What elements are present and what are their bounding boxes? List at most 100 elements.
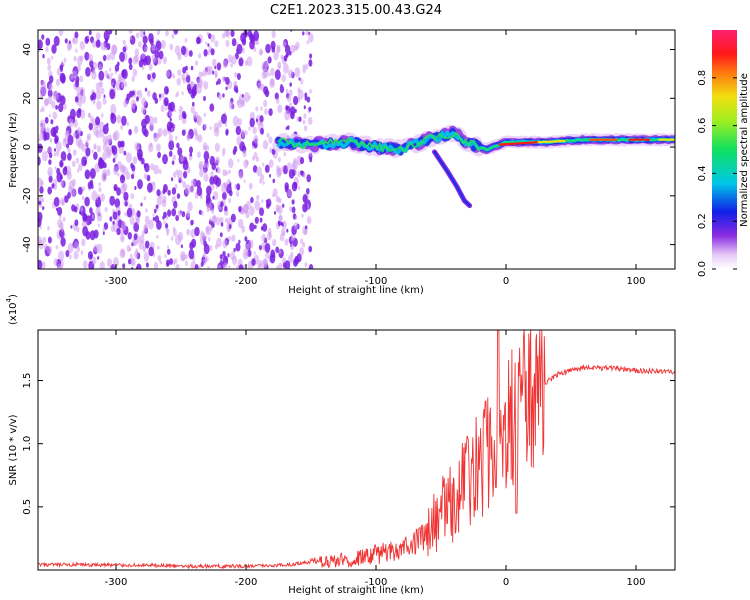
noise-blob — [41, 34, 45, 40]
noise-blob — [102, 174, 107, 182]
noise-blob — [165, 30, 169, 37]
noise-blob — [112, 158, 116, 163]
noise-blob — [109, 195, 116, 206]
noise-blob — [132, 68, 138, 77]
noise-blob — [159, 260, 162, 265]
noise-blob — [264, 108, 268, 115]
noise-blob — [77, 168, 80, 173]
noise-blob — [198, 53, 202, 59]
noise-blob — [261, 199, 264, 204]
noise-blob — [93, 151, 98, 160]
noise-blob — [278, 262, 283, 269]
noise-blob — [291, 181, 298, 192]
noise-blob — [53, 130, 57, 136]
noise-blob — [91, 256, 97, 265]
noise-blob — [243, 159, 249, 169]
noise-blob — [74, 31, 79, 39]
noise-blob — [71, 37, 76, 44]
noise-blob — [277, 104, 283, 113]
noise-blob — [291, 206, 296, 214]
noise-blob — [203, 123, 208, 130]
noise-blob — [198, 160, 204, 170]
noise-blob — [38, 143, 43, 153]
noise-blob — [248, 182, 253, 190]
noise-blob — [203, 173, 209, 182]
noise-blob — [89, 220, 92, 225]
noise-blob — [268, 108, 273, 116]
noise-blob — [45, 132, 50, 141]
signal-tail-core — [433, 150, 471, 207]
noise-blob — [217, 120, 223, 128]
noise-blob — [79, 210, 82, 215]
noise-blob — [186, 210, 191, 218]
noise-blob — [211, 208, 215, 214]
noise-blob — [102, 54, 107, 62]
noise-blob — [219, 253, 223, 260]
noise-blob — [123, 99, 128, 108]
noise-blob — [204, 235, 208, 240]
noise-blob — [162, 189, 166, 195]
snr-multiplier: (x104) — [5, 294, 19, 325]
noise-blob — [122, 77, 126, 83]
noise-blob — [271, 30, 276, 39]
noise-blob — [110, 72, 113, 77]
noise-blob — [68, 40, 71, 44]
noise-blob — [69, 108, 76, 120]
noise-blob — [231, 234, 236, 242]
noise-blob — [185, 254, 188, 260]
noise-blob — [290, 251, 294, 257]
noise-blob — [283, 55, 288, 62]
noise-blob — [302, 203, 308, 213]
noise-blob — [132, 170, 135, 175]
noise-blob — [117, 140, 122, 148]
noise-blob — [202, 258, 206, 263]
noise-blob — [278, 248, 282, 255]
noise-blob — [301, 213, 304, 218]
noise-blob — [126, 207, 133, 218]
noise-blob — [143, 173, 148, 180]
noise-blob — [162, 56, 167, 65]
noise-blob — [157, 151, 162, 159]
noise-blob — [306, 216, 312, 225]
noise-blob — [55, 141, 62, 152]
noise-blob — [277, 220, 280, 225]
noise-blob — [224, 217, 228, 223]
noise-blob — [123, 191, 129, 201]
noise-blob — [112, 211, 118, 220]
noise-blob — [260, 226, 264, 231]
noise-blob — [175, 263, 180, 269]
noise-blob — [122, 46, 127, 53]
noise-blob — [102, 142, 109, 153]
noise-blob — [238, 57, 244, 67]
noise-blob — [305, 63, 309, 70]
noise-blob — [262, 140, 269, 150]
noise-blob — [302, 64, 306, 70]
noise-blob — [91, 149, 94, 154]
noise-blob — [116, 227, 121, 236]
noise-blob — [283, 152, 287, 157]
noise-blob — [233, 247, 236, 253]
noise-blob — [281, 228, 286, 236]
noise-blob — [207, 43, 210, 47]
noise-blob — [67, 243, 74, 254]
noise-blob — [76, 246, 81, 253]
noise-blob — [294, 170, 297, 175]
noise-blob — [200, 261, 204, 267]
noise-blob — [152, 92, 157, 101]
noise-blob — [281, 74, 286, 82]
noise-blob — [210, 34, 216, 43]
noise-blob — [235, 125, 241, 136]
x-tick-label: -100 — [365, 577, 388, 588]
noise-blob — [141, 52, 146, 60]
noise-blob — [96, 100, 102, 110]
noise-blob — [88, 30, 92, 36]
noise-blob — [89, 207, 93, 214]
noise-blob — [230, 251, 236, 261]
colorbar-label: Normalized spectral amplitude — [739, 73, 750, 227]
snr-frame — [37, 329, 676, 571]
noise-blob — [93, 126, 99, 137]
noise-blob — [230, 30, 235, 37]
noise-blob — [53, 152, 57, 157]
noise-blob — [243, 204, 249, 214]
noise-blob — [67, 192, 71, 199]
